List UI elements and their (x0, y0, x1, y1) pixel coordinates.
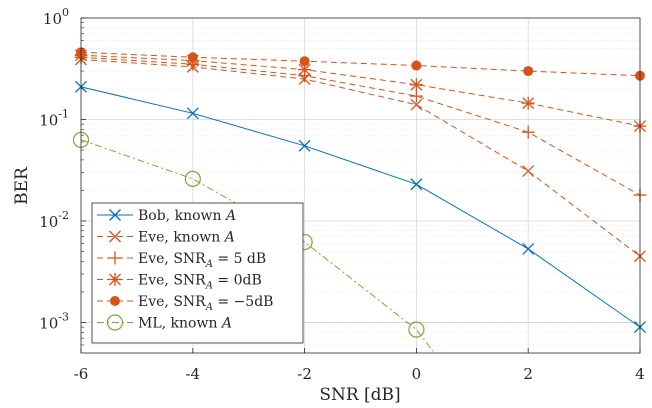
legend-entry-bob-known: Bob, known A (97, 208, 236, 224)
ticks: -6 -4 -2 0 2 4 10-3 10-2 10-1 100 (39, 6, 645, 383)
legend-marker (109, 209, 121, 221)
legend-label: Eve, SNRA = 0dB (138, 273, 262, 292)
legend-marker (108, 273, 122, 286)
legend-entry-eve-snr-m5: Eve, SNRA = −5dB (97, 294, 273, 313)
data-point-eve-snr-5 (409, 89, 423, 103)
data-point-bob-known (186, 107, 199, 120)
legend: Bob, known A Eve, known A Eve, SNRA = 5 dB… (91, 202, 304, 344)
legend-marker (108, 251, 122, 265)
data-point-bob-known (522, 242, 535, 255)
legend-entry-eve-snr-0: Eve, SNRA = 0dB (97, 273, 262, 292)
x-tick-label: 2 (523, 365, 533, 383)
legend-label: Eve, SNRA = −5dB (138, 294, 273, 313)
data-point-eve-known (410, 98, 423, 111)
legend-box (91, 202, 304, 344)
y-tick-label: 10-3 (39, 310, 69, 332)
legend-marker (106, 314, 124, 331)
legend-marker (109, 230, 121, 243)
x-tick-label: -2 (297, 365, 312, 383)
plot-frame (80, 17, 641, 354)
legend-label: Bob, known A (138, 208, 236, 224)
series-line-eve-known (81, 59, 640, 257)
series-line-bob-known (81, 86, 640, 328)
x-axis-label: SNR [dB] (319, 385, 400, 405)
x-tick-label: 4 (635, 365, 645, 383)
legend-entry-ml-known: ML, known A (97, 314, 232, 332)
legend-label: Eve, known A (138, 230, 235, 246)
y-tick-label: 10-2 (39, 209, 69, 231)
legend-entry-eve-snr-5: Eve, SNRA = 5 dB (97, 251, 266, 270)
data-point-ml-known (184, 170, 201, 187)
series-line-eve-snr-0 (81, 54, 640, 127)
legend-entry-eve-known: Eve, known A (97, 230, 235, 246)
data-point-eve-snr-5 (521, 125, 535, 139)
data-point-eve-snr-m5 (411, 60, 422, 71)
series-layer (72, 47, 647, 352)
data-point-eve-snr-m5 (299, 56, 310, 67)
y-axis-label: BER (12, 166, 32, 205)
data-point-bob-known (410, 178, 423, 191)
data-point-eve-snr-0 (521, 96, 535, 110)
y-tick-label: 100 (43, 6, 69, 28)
data-point-bob-known (298, 139, 311, 152)
data-point-eve-snr-m5 (523, 66, 534, 77)
x-tick-label: 0 (412, 365, 422, 383)
series-line-ml-known (81, 139, 434, 352)
series-line-eve-snr-5 (81, 56, 640, 196)
series-line-eve-snr-m5 (81, 51, 640, 77)
data-point-eve-snr-0 (409, 78, 423, 92)
data-point-eve-snr-m5 (187, 52, 198, 63)
data-point-eve-known (522, 165, 535, 178)
x-tick-label: -4 (185, 365, 200, 383)
data-point-eve-snr-0 (298, 63, 312, 77)
data-point-ml-known (408, 321, 425, 338)
y-tick-label: 10-1 (39, 107, 69, 129)
x-tick-label: -6 (74, 365, 89, 383)
legend-marker (110, 296, 120, 306)
legend-label: Eve, SNRA = 5 dB (138, 251, 266, 270)
legend-label: ML, known A (138, 316, 232, 332)
